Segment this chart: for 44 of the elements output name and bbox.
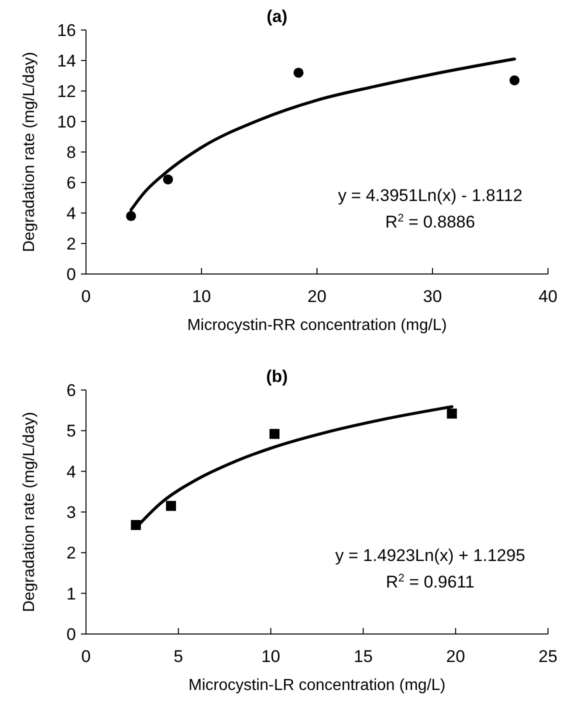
point [163, 174, 174, 184]
x-tick-label: 20 [308, 287, 326, 306]
y-axis-title: Degradation rate (mg/L/day) [21, 52, 38, 252]
point [294, 68, 304, 78]
x-tick-label: 0 [81, 647, 91, 666]
annotation: y = 4.3951Ln(x) - 1.8112 [338, 186, 522, 205]
x-axis-title: Microcystin-RR concentration (mg/L) [187, 317, 447, 334]
y-tick-label: 4 [66, 204, 76, 223]
x-tick-label: 10 [192, 287, 211, 306]
y-tick-label: 6 [66, 173, 76, 192]
y-tick-label: 8 [66, 142, 76, 162]
y-tick-label: 0 [66, 264, 76, 284]
y-tick-label: 10 [57, 112, 76, 132]
chart-title: (a) [266, 7, 288, 26]
x-tick-label: 30 [423, 287, 442, 306]
y-tick-label: 1 [66, 584, 76, 604]
x-axis-title: Microcystin-LR concentration (mg/L) [188, 677, 446, 694]
y-tick-label: 2 [66, 234, 76, 254]
x-tick-label: 20 [446, 647, 466, 666]
point [166, 500, 176, 511]
y-axis-title: Degradation rate (mg/L/day) [21, 412, 38, 612]
y-tick-label: 5 [66, 422, 76, 441]
point [126, 211, 136, 222]
point [510, 75, 520, 86]
x-tick-label: 40 [538, 287, 558, 306]
chart-title: (b) [266, 367, 288, 386]
annotation: y = 1.4923Ln(x) + 1.1295 [335, 546, 526, 565]
y-tick-label: 0 [66, 624, 76, 644]
point [269, 428, 280, 439]
y-tick-label: 4 [66, 462, 76, 482]
x-tick-label: 10 [261, 647, 280, 666]
x-tick-label: 25 [538, 647, 558, 666]
y-tick-label: 3 [66, 502, 76, 522]
x-tick-label: 0 [81, 287, 91, 306]
y-tick-label: 16 [57, 20, 76, 40]
y-tick-label: 2 [66, 544, 76, 563]
y-tick-label: 6 [66, 380, 76, 400]
x-tick-label: 5 [174, 647, 184, 666]
annotation: R$^{2}$ = 0.9611 [386, 572, 474, 592]
annotation: R$^{2}$ = 0.8886 [385, 212, 476, 232]
y-tick-label: 12 [57, 82, 76, 101]
x-tick-label: 15 [354, 647, 373, 666]
y-tick-label: 14 [57, 51, 76, 70]
point [446, 408, 457, 419]
